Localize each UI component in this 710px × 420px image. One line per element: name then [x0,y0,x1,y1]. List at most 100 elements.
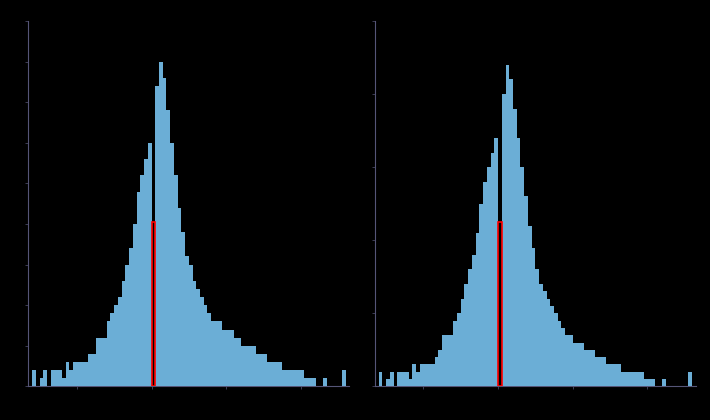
Bar [513,109,517,386]
Bar [312,378,316,386]
Bar [129,248,133,386]
Bar [92,354,96,386]
Bar [413,365,416,386]
Bar [111,313,114,386]
Bar [401,372,405,386]
Bar [442,335,446,386]
Bar [81,362,84,386]
Bar [290,370,293,386]
Bar [446,335,449,386]
Bar [591,350,595,386]
Bar [133,224,136,386]
Bar [196,289,200,386]
Bar [170,143,174,386]
Bar [155,86,159,386]
Bar [408,379,413,386]
Bar [580,343,584,386]
Bar [293,370,297,386]
Bar [88,354,92,386]
Bar [248,346,252,386]
Bar [423,365,427,386]
Bar [599,357,603,386]
Bar [96,338,99,386]
Bar [55,370,58,386]
Bar [539,284,543,386]
Bar [390,372,393,386]
Bar [449,335,453,386]
Bar [577,343,580,386]
Bar [457,313,461,386]
Bar [204,305,207,386]
Bar [62,378,66,386]
Bar [405,372,408,386]
Bar [141,175,144,386]
Bar [159,62,163,386]
Bar [438,350,442,386]
Bar [200,297,204,386]
Bar [106,321,111,386]
Bar [136,192,141,386]
Bar [435,357,438,386]
Bar [535,270,539,386]
Bar [528,226,532,386]
Bar [565,335,569,386]
Bar [595,357,599,386]
Bar [256,354,260,386]
Bar [271,362,275,386]
Bar [483,182,487,386]
Bar [189,265,192,386]
Bar [584,350,588,386]
Bar [301,370,305,386]
Bar [144,159,148,386]
Bar [166,110,170,386]
Bar [260,354,263,386]
Bar [121,281,126,386]
Bar [230,330,234,386]
Bar [431,365,435,386]
Bar [487,167,491,386]
Bar [506,65,509,386]
Bar [502,94,506,386]
Bar [222,330,226,386]
Bar [416,372,420,386]
Bar [32,370,36,386]
Bar [73,362,77,386]
Bar [118,297,121,386]
Bar [207,313,211,386]
Bar [43,370,47,386]
Bar [297,370,301,386]
Bar [476,233,479,386]
Bar [234,338,237,386]
Bar [636,372,640,386]
Bar [226,330,230,386]
Bar [461,299,464,386]
Bar [588,350,591,386]
Bar [163,78,166,386]
Bar [263,354,267,386]
Bar [126,265,129,386]
Bar [192,281,196,386]
Bar [491,152,494,386]
Bar [554,313,558,386]
Bar [66,362,70,386]
Bar [621,372,625,386]
Bar [524,197,528,386]
Bar [211,321,215,386]
Bar [151,222,155,386]
Bar [520,167,524,386]
Bar [625,372,628,386]
Bar [245,346,248,386]
Bar [420,365,423,386]
Bar [610,365,613,386]
Bar [468,270,472,386]
Bar [643,379,648,386]
Bar [219,321,222,386]
Bar [70,370,73,386]
Bar [517,138,520,386]
Bar [252,346,256,386]
Bar [464,284,468,386]
Bar [633,372,636,386]
Bar [472,255,476,386]
Bar [688,372,692,386]
Bar [114,305,118,386]
